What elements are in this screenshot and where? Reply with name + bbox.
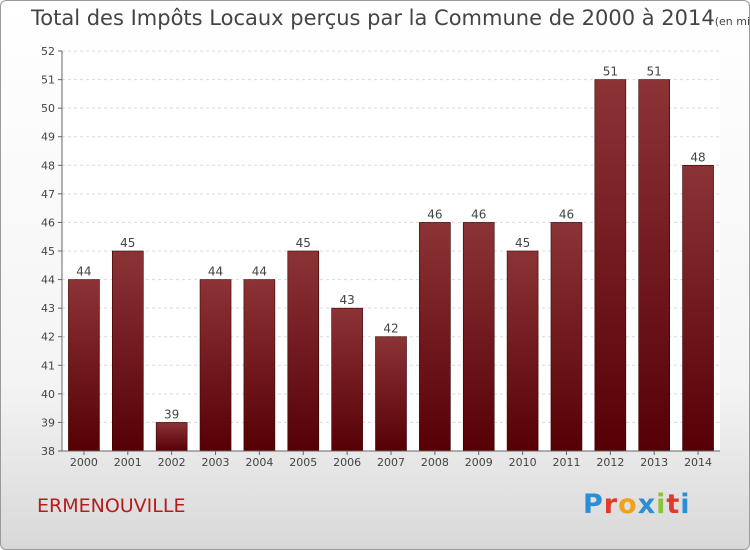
bar (462, 222, 495, 452)
y-tick-label: 42 (41, 331, 55, 344)
bar (419, 222, 451, 452)
x-tick-label: 2004 (245, 456, 273, 469)
x-tick-label: 2009 (465, 456, 493, 469)
bar (594, 79, 627, 452)
y-tick-label: 46 (41, 216, 55, 229)
x-tick-label: 2007 (377, 456, 405, 469)
bar-value-label: 45 (515, 236, 530, 250)
y-tick-label: 38 (41, 445, 55, 458)
x-tick-label: 2000 (70, 456, 98, 469)
x-tick-label: 2014 (684, 456, 712, 469)
y-tick-label: 49 (41, 131, 55, 144)
bar (112, 250, 144, 452)
x-tick-label: 2001 (114, 456, 142, 469)
x-tick-label: 2003 (202, 456, 230, 469)
bar (506, 250, 539, 452)
logo-letter: i (680, 489, 691, 520)
bars-layer: 44 45 39 44 44 45 43 42 46 46 45 46 51 51 48 (68, 65, 714, 452)
y-tick-label: 50 (41, 102, 55, 115)
y-tick-label: 52 (41, 45, 55, 58)
bar-value-label: 46 (559, 207, 574, 221)
bar-value-label: 43 (339, 293, 354, 307)
x-tick-label: 2002 (158, 456, 186, 469)
x-tick-label: 2012 (596, 456, 624, 469)
x-tick-label: 2011 (552, 456, 580, 469)
bar (68, 279, 100, 452)
logo-letter: i (656, 489, 667, 520)
x-tick-label: 2008 (421, 456, 449, 469)
commune-name: ERMENOUVILLE (37, 495, 186, 517)
x-tick-label: 2013 (640, 456, 668, 469)
bar-value-label: 46 (471, 207, 486, 221)
y-tick-label: 44 (41, 274, 55, 287)
x-tick-label: 2006 (333, 456, 361, 469)
x-tick-label: 2010 (509, 456, 537, 469)
proxiti-logo: Proxiti (583, 489, 691, 520)
y-tick-label: 48 (41, 159, 55, 172)
bar (155, 422, 188, 452)
bar (638, 79, 671, 452)
chart-title-text: Total des Impôts Locaux perçus par la Co… (31, 6, 715, 30)
bar-value-label: 44 (208, 265, 223, 279)
bar (331, 307, 363, 452)
y-tick-label: 43 (41, 302, 55, 315)
bar-value-label: 45 (120, 236, 135, 250)
bar-value-label: 39 (164, 407, 179, 421)
bar (682, 164, 714, 452)
logo-letter: o (618, 489, 638, 520)
axis-layer: 38 39 40 41 42 43 44 45 46 47 48 49 50 51 52 2000 2001 20… (41, 45, 720, 469)
bar-value-label: 48 (690, 150, 705, 164)
y-tick-label: 40 (41, 388, 55, 401)
logo-letter: P (583, 489, 604, 520)
y-tick-label: 45 (41, 245, 55, 258)
bar-value-label: 44 (76, 265, 91, 279)
y-tick-label: 47 (41, 188, 55, 201)
bar (199, 279, 232, 452)
bar-value-label: 45 (296, 236, 311, 250)
logo-letter: t (666, 489, 681, 520)
y-tick-label: 51 (41, 74, 55, 87)
y-tick-label: 39 (41, 416, 55, 429)
bar (550, 222, 583, 452)
chart-title: Total des Impôts Locaux perçus par la Co… (31, 6, 750, 30)
bar-value-label: 51 (603, 65, 618, 79)
bar (375, 336, 407, 452)
chart-subtitle: (en milliers d'€) (714, 15, 750, 28)
bar-value-label: 42 (383, 322, 398, 336)
bar (243, 279, 276, 452)
x-tick-label: 2005 (289, 456, 317, 469)
y-tick-label: 41 (41, 359, 55, 372)
bar-value-label: 51 (647, 65, 662, 79)
bar-value-label: 44 (252, 265, 267, 279)
bar-value-label: 46 (427, 207, 442, 221)
bar (287, 250, 320, 452)
logo-letter: r (603, 489, 619, 520)
logo-letter: x (637, 489, 657, 520)
